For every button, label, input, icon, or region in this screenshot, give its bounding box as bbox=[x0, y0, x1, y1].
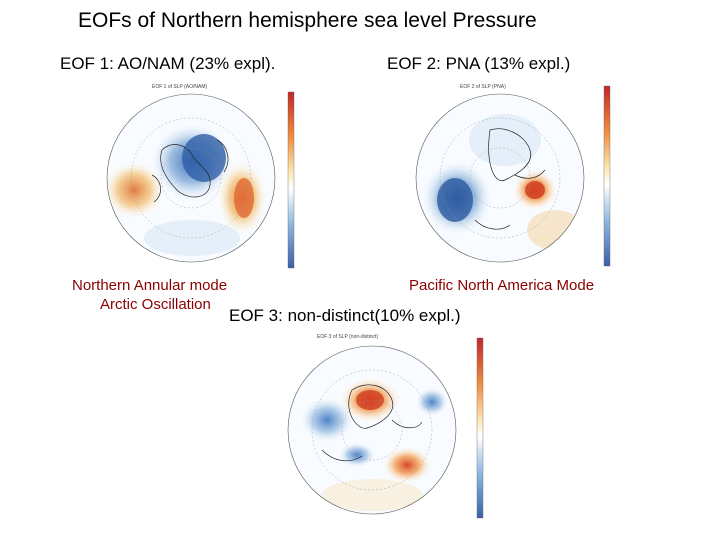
eof1-mode-label-line1: Northern Annular mode bbox=[72, 277, 228, 294]
eof1-heading: EOF 1: AO/NAM (23% expl). bbox=[60, 54, 276, 73]
svg-text:EOF 2 of SLP (PNA): EOF 2 of SLP (PNA) bbox=[460, 84, 506, 90]
eof2-map-figure: EOF 2 of SLP (PNA) bbox=[405, 80, 627, 270]
eof3-map-image: EOF 3 of SLP (non-distinct) bbox=[287, 334, 484, 519]
slide-title: EOFs of Northern hemisphere sea level Pr… bbox=[78, 9, 537, 32]
eof2-mode-label: Pacific North America Mode bbox=[409, 277, 595, 294]
svg-text:EOF 3 of SLP (non-distinct): EOF 3 of SLP (non-distinct) bbox=[317, 334, 378, 340]
svg-text:EOF 1 of SLP (AO/NAM): EOF 1 of SLP (AO/NAM) bbox=[152, 84, 208, 90]
eof3-map-figure: EOF 3 of SLP (non-distinct) bbox=[272, 330, 494, 522]
eof1-map-image: EOF 1 of SLP (AO/NAM) bbox=[106, 84, 295, 269]
eof2-map-image: EOF 2 of SLP (PNA) bbox=[415, 84, 611, 267]
eof1-mode-label-line2: Arctic Oscillation bbox=[100, 296, 211, 313]
eof3-heading: EOF 3: non-distinct(10% expl.) bbox=[229, 306, 461, 325]
eof2-heading: EOF 2: PNA (13% expl.) bbox=[387, 54, 571, 73]
eof1-map-figure: EOF 1 of SLP (AO/NAM) bbox=[92, 80, 314, 270]
